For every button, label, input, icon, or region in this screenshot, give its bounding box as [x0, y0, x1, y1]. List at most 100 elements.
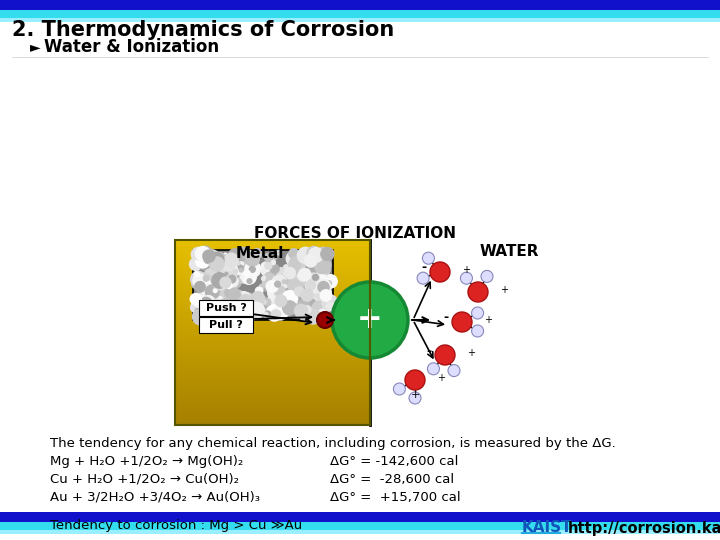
Circle shape: [192, 252, 202, 262]
Circle shape: [472, 307, 484, 319]
Bar: [175, 352, 370, 353]
Bar: [175, 388, 370, 389]
Circle shape: [198, 257, 212, 271]
Circle shape: [191, 279, 201, 289]
Bar: [175, 387, 370, 388]
Circle shape: [294, 282, 306, 294]
Circle shape: [225, 275, 239, 288]
Bar: [175, 423, 370, 424]
Bar: [175, 396, 370, 397]
Circle shape: [307, 246, 321, 260]
Bar: [175, 305, 370, 306]
Text: WATER: WATER: [480, 245, 539, 260]
Circle shape: [221, 256, 236, 272]
Bar: [175, 390, 370, 391]
Bar: [175, 335, 370, 336]
Bar: [175, 293, 370, 294]
Circle shape: [282, 290, 298, 307]
Circle shape: [264, 288, 269, 292]
Circle shape: [269, 309, 282, 321]
Circle shape: [409, 392, 421, 404]
Circle shape: [280, 299, 297, 316]
Bar: [175, 412, 370, 413]
Circle shape: [312, 291, 320, 300]
Bar: [175, 369, 370, 370]
Circle shape: [198, 246, 212, 260]
Circle shape: [319, 254, 330, 265]
Bar: [175, 378, 370, 379]
Text: ΔG° = -142,600 cal: ΔG° = -142,600 cal: [330, 455, 459, 468]
Circle shape: [313, 288, 325, 300]
Circle shape: [305, 308, 321, 325]
Circle shape: [240, 271, 251, 282]
Circle shape: [210, 305, 215, 311]
Bar: [175, 348, 370, 349]
FancyBboxPatch shape: [199, 317, 253, 333]
Bar: [175, 379, 370, 380]
Bar: [175, 262, 370, 263]
Bar: [175, 280, 370, 281]
Bar: [175, 284, 370, 285]
Circle shape: [472, 325, 484, 337]
Circle shape: [313, 272, 322, 281]
Bar: [175, 365, 370, 366]
Circle shape: [272, 256, 276, 261]
Bar: [175, 265, 370, 266]
Circle shape: [270, 259, 276, 266]
Circle shape: [248, 302, 265, 320]
Circle shape: [262, 280, 267, 286]
Bar: [175, 349, 370, 350]
Bar: [175, 269, 370, 270]
Circle shape: [279, 300, 284, 305]
Circle shape: [288, 248, 300, 259]
Circle shape: [248, 297, 256, 306]
Bar: [175, 332, 370, 333]
Circle shape: [204, 249, 220, 265]
Circle shape: [276, 309, 282, 314]
Circle shape: [220, 313, 227, 320]
Circle shape: [285, 302, 297, 314]
Circle shape: [281, 279, 290, 288]
Bar: [175, 320, 370, 321]
Circle shape: [209, 256, 225, 272]
Circle shape: [231, 276, 238, 283]
Circle shape: [322, 258, 330, 266]
Circle shape: [239, 248, 253, 262]
Circle shape: [308, 273, 317, 281]
Circle shape: [282, 278, 287, 283]
Circle shape: [423, 252, 434, 264]
Bar: [175, 290, 370, 291]
Circle shape: [238, 294, 253, 308]
Circle shape: [223, 252, 228, 256]
Circle shape: [294, 303, 308, 318]
Bar: [175, 355, 370, 356]
Circle shape: [236, 261, 240, 266]
Bar: [175, 268, 370, 269]
Circle shape: [227, 287, 240, 301]
Bar: [175, 319, 370, 320]
Circle shape: [194, 281, 206, 293]
Circle shape: [298, 268, 312, 281]
Circle shape: [195, 272, 204, 280]
Bar: [175, 255, 370, 256]
Circle shape: [274, 294, 287, 307]
Bar: [175, 254, 370, 255]
Bar: [175, 266, 370, 267]
Circle shape: [294, 286, 305, 297]
Circle shape: [300, 255, 309, 263]
Bar: [175, 402, 370, 403]
Bar: [175, 246, 370, 247]
Circle shape: [252, 248, 263, 259]
FancyBboxPatch shape: [199, 300, 253, 316]
Circle shape: [212, 294, 220, 301]
Circle shape: [300, 288, 314, 302]
Circle shape: [230, 279, 236, 285]
Bar: [175, 381, 370, 382]
Bar: [175, 338, 370, 339]
Bar: [175, 324, 370, 325]
Bar: [175, 252, 370, 253]
Bar: [175, 411, 370, 412]
Bar: [175, 307, 370, 308]
Circle shape: [209, 301, 220, 312]
Circle shape: [190, 271, 207, 288]
